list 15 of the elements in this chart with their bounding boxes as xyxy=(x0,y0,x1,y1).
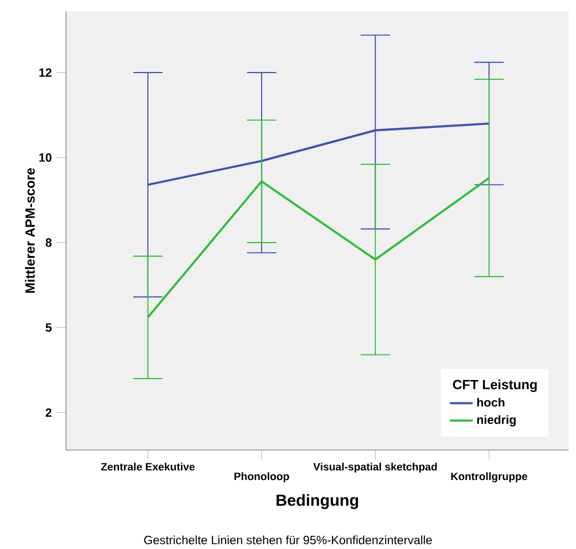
y-tick-label: 5 xyxy=(46,323,52,332)
y-tick-label: 8 xyxy=(46,238,52,247)
legend-label: niedrig xyxy=(477,415,516,426)
x-axis-title: Bedingung xyxy=(276,494,358,510)
legend-title: CFT Leistung xyxy=(452,380,537,392)
x-tick-label: Kontrollgruppe xyxy=(451,472,528,482)
x-tick-label: Zentrale Exekutive xyxy=(101,462,195,471)
y-axis-title: Mittlerer APM-score xyxy=(25,168,35,293)
text: Gestrichelte Linien stehen für 95%-Konfidenzintervalle xyxy=(144,535,432,544)
y-tick-label: 2 xyxy=(46,408,52,417)
x-tick-label: Phonoloop xyxy=(234,472,290,482)
y-tick-label: 10 xyxy=(39,153,52,162)
legend-label: hoch xyxy=(477,398,504,407)
y-tick-label: 12 xyxy=(39,68,52,77)
x-tick-label: Visual-spatial sketchpad xyxy=(313,462,437,473)
